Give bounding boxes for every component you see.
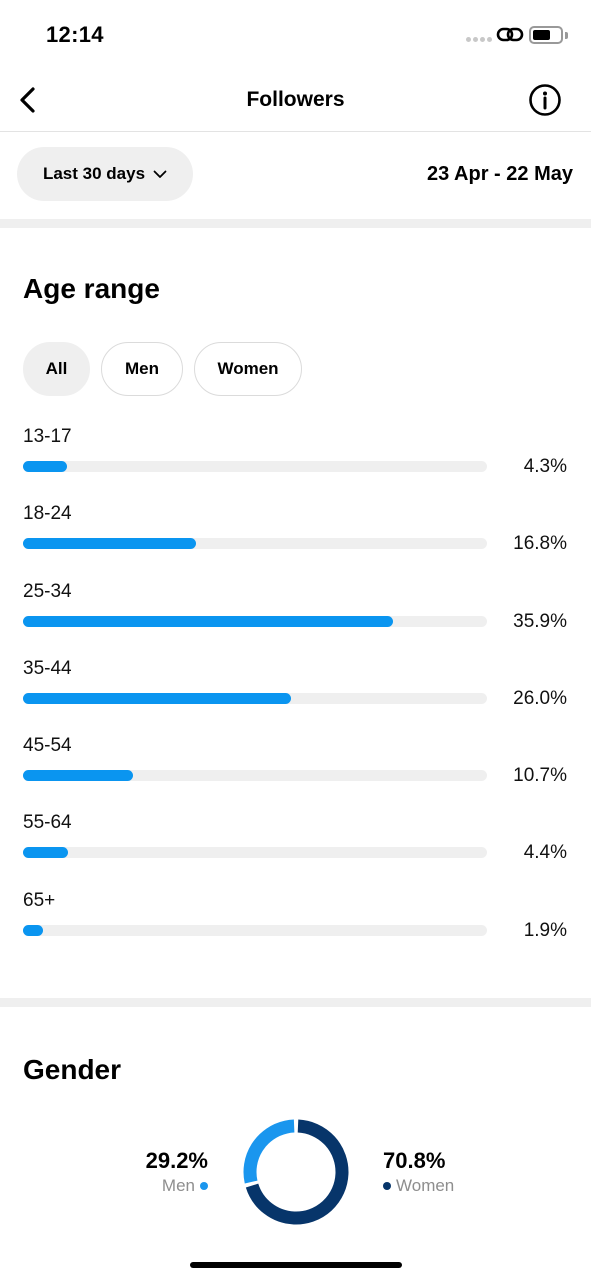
women-legend-dot (383, 1182, 391, 1190)
age-label: 25-34 (23, 580, 72, 602)
age-range-title: Age range (23, 273, 160, 304)
signal-icon (466, 37, 492, 42)
age-row: 13-17 4.3% (0, 423, 591, 500)
period-dropdown[interactable]: Last 30 days (17, 147, 193, 201)
age-bar-track (23, 615, 487, 627)
age-value: 35.9% (513, 610, 567, 632)
men-legend-dot (200, 1182, 208, 1190)
men-label: Men (161, 1176, 195, 1195)
age-bar-track (23, 924, 487, 936)
gender-title: Gender (23, 1054, 122, 1085)
age-row: 65+ 1.9% (0, 887, 591, 964)
age-range-list: 13-17 4.3% 18-24 16.8% 25-34 35.9% 35-44… (0, 423, 591, 964)
women-label: Women (396, 1176, 455, 1195)
back-arrow-icon[interactable] (14, 84, 42, 116)
women-stat: 70.8% Women (383, 1148, 454, 1196)
age-bar-fill (23, 615, 394, 627)
age-label: 45-54 (23, 735, 72, 757)
age-bar-fill (23, 924, 43, 936)
section-divider (0, 219, 591, 228)
info-icon[interactable] (528, 83, 562, 117)
filter-chip-women[interactable]: Women (194, 342, 302, 396)
period-label: Last 30 days (42, 164, 146, 183)
age-value: 10.7% (513, 765, 567, 787)
status-bar: 12:14 (0, 0, 591, 70)
age-bar-track (23, 692, 487, 704)
battery-tip (565, 32, 568, 39)
age-bar-track (23, 770, 487, 782)
age-row: 45-54 10.7% (0, 732, 591, 809)
age-bar-fill (23, 538, 197, 550)
age-bar-fill (23, 461, 68, 472)
age-row: 25-34 35.9% (0, 578, 591, 655)
age-bar-fill (23, 692, 292, 704)
age-value: 16.8% (513, 533, 567, 555)
status-time: 12:14 (46, 22, 104, 47)
age-row: 18-24 16.8% (0, 500, 591, 577)
age-row: 55-64 4.4% (0, 809, 591, 886)
battery-icon (529, 26, 563, 44)
age-bar-fill (23, 847, 69, 859)
men-percent: 29.2% (145, 1148, 208, 1173)
filter-chip-all[interactable]: All (23, 342, 90, 396)
age-row: 35-44 26.0% (0, 655, 591, 732)
age-bar-track (23, 461, 487, 472)
age-bar-track (23, 847, 487, 859)
age-value: 4.4% (523, 842, 567, 864)
date-filter-row: Last 30 days 23 Apr - 22 May (0, 132, 591, 216)
age-label: 55-64 (23, 812, 72, 834)
link-icon (496, 27, 524, 42)
gender-donut-chart (243, 1119, 349, 1225)
gender-chart: 29.2% Men 70.8% Women (0, 1112, 591, 1232)
age-label: 65+ (23, 889, 56, 911)
women-percent: 70.8% (383, 1148, 446, 1173)
men-stat: 29.2% Men (146, 1148, 208, 1196)
filter-chip-men[interactable]: Men (101, 342, 183, 396)
age-label: 18-24 (23, 503, 72, 525)
date-range: 23 Apr - 22 May (427, 163, 573, 185)
age-label: 13-17 (23, 426, 72, 447)
age-value: 1.9% (523, 919, 567, 941)
age-value: 4.3% (523, 456, 567, 477)
age-label: 35-44 (23, 657, 72, 679)
age-value: 26.0% (513, 687, 567, 709)
age-bar-track (23, 538, 487, 550)
page-title: Followers (246, 88, 345, 111)
section-divider (0, 998, 591, 1007)
gender-filter-chips: All Men Women (23, 342, 302, 396)
home-indicator (190, 1262, 402, 1268)
chevron-down-icon (153, 170, 167, 178)
donut-segment-men (243, 1119, 349, 1225)
age-bar-fill (23, 770, 134, 782)
nav-bar: Followers (0, 70, 591, 132)
